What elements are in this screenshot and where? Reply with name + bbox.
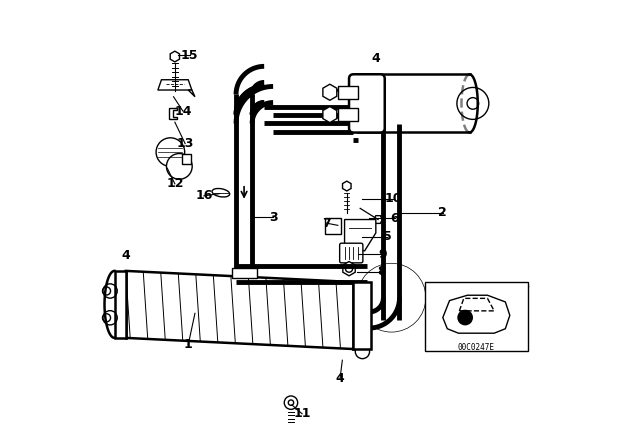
Polygon shape	[344, 220, 376, 251]
Text: 6: 6	[390, 212, 399, 225]
Text: 5: 5	[383, 230, 392, 243]
Bar	[338, 108, 358, 121]
Ellipse shape	[212, 189, 230, 197]
FancyBboxPatch shape	[340, 243, 363, 263]
Bar	[182, 154, 191, 164]
Text: 15: 15	[181, 49, 198, 62]
Text: 14: 14	[174, 104, 191, 117]
Text: 10: 10	[385, 193, 403, 206]
Polygon shape	[170, 108, 177, 119]
Bar	[338, 86, 358, 99]
Text: 2: 2	[438, 207, 447, 220]
Text: 8: 8	[378, 265, 386, 278]
Text: 4: 4	[371, 52, 380, 65]
Polygon shape	[323, 107, 337, 123]
Bar	[353, 282, 371, 349]
Text: 7: 7	[322, 216, 331, 230]
Text: 13: 13	[177, 137, 194, 150]
Polygon shape	[323, 84, 337, 100]
Text: 00C0247E: 00C0247E	[458, 343, 495, 352]
Polygon shape	[158, 80, 192, 90]
Bar	[325, 218, 341, 234]
Text: 3: 3	[269, 211, 277, 224]
Text: 16: 16	[195, 190, 212, 202]
Text: 11: 11	[293, 407, 311, 420]
Text: 4: 4	[336, 371, 344, 384]
Text: 4: 4	[122, 249, 130, 262]
Polygon shape	[170, 51, 179, 62]
Polygon shape	[188, 90, 195, 97]
Bar	[232, 268, 257, 279]
Ellipse shape	[156, 138, 185, 166]
Polygon shape	[460, 298, 494, 311]
FancyBboxPatch shape	[349, 74, 385, 133]
Polygon shape	[443, 295, 510, 333]
Polygon shape	[343, 262, 355, 276]
Polygon shape	[374, 215, 383, 224]
Text: 9: 9	[378, 248, 387, 261]
Ellipse shape	[166, 154, 192, 179]
Text: 12: 12	[166, 177, 184, 190]
Circle shape	[458, 310, 472, 325]
Text: 1: 1	[184, 338, 193, 351]
Polygon shape	[342, 181, 351, 191]
Bar	[115, 271, 125, 338]
Bar	[425, 282, 527, 351]
